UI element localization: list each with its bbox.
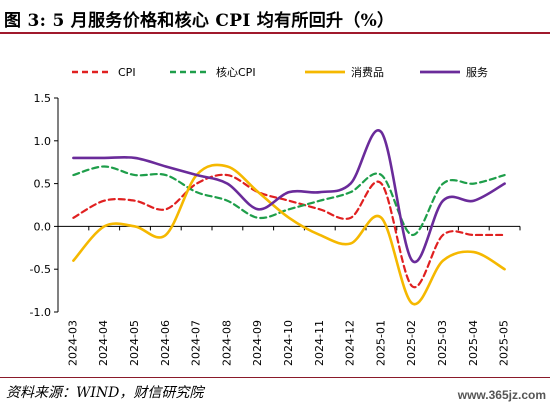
x-tick-label: 2024-11 xyxy=(313,320,326,366)
x-tick-label: 2025-05 xyxy=(498,320,511,366)
series-line xyxy=(72,163,506,306)
chart-legend: CPI 核心CPI 消费品 服务 xyxy=(72,65,488,79)
legend-label: 核心CPI xyxy=(216,65,256,79)
y-tick-label: 1.0 xyxy=(34,135,52,148)
figure-source: 资料来源：WIND，财信研究院 xyxy=(6,385,204,401)
y-tick-label: 1.5 xyxy=(34,92,52,105)
x-tick-label: 2025-04 xyxy=(467,320,480,366)
x-tick-label: 2024-12 xyxy=(344,320,357,366)
legend-label: CPI xyxy=(118,66,136,79)
figure-title: 图 3: 5 月服务价格和核心 CPI 均有所回升（%） xyxy=(4,11,395,31)
y-tick-label: 0.5 xyxy=(34,178,52,191)
chart-axes: -1.0 -0.5 0.0 0.5 1.0 1.5 2024-03 2024-04 2024-0… xyxy=(30,92,521,366)
chart-series xyxy=(72,128,506,306)
x-tick-label: 2024-06 xyxy=(159,320,172,366)
y-tick-label: 0.0 xyxy=(34,220,52,233)
y-tick-label: -1.0 xyxy=(30,306,51,319)
x-tick-label: 2024-08 xyxy=(220,320,233,366)
legend-label: 服务 xyxy=(466,66,488,79)
x-tick-label: 2024-04 xyxy=(97,320,110,366)
watermark: www.365jz.com xyxy=(457,388,546,402)
x-tick-label: 2024-10 xyxy=(282,320,295,366)
x-tick-label: 2024-07 xyxy=(190,320,203,366)
series-line xyxy=(72,165,506,237)
x-tick-label: 2025-01 xyxy=(374,320,387,366)
x-tick-label: 2024-03 xyxy=(66,320,79,366)
series-line xyxy=(72,128,506,264)
title-rule xyxy=(0,32,550,34)
x-tick-label: 2024-05 xyxy=(128,320,141,366)
y-tick-label: -0.5 xyxy=(30,263,51,276)
series-line xyxy=(72,173,506,289)
x-tick-label: 2025-02 xyxy=(405,320,418,366)
x-tick-label: 2025-03 xyxy=(436,320,449,366)
source-rule xyxy=(0,377,550,378)
x-tick-label: 2024-09 xyxy=(251,320,264,366)
legend-label: 消费品 xyxy=(351,65,384,79)
